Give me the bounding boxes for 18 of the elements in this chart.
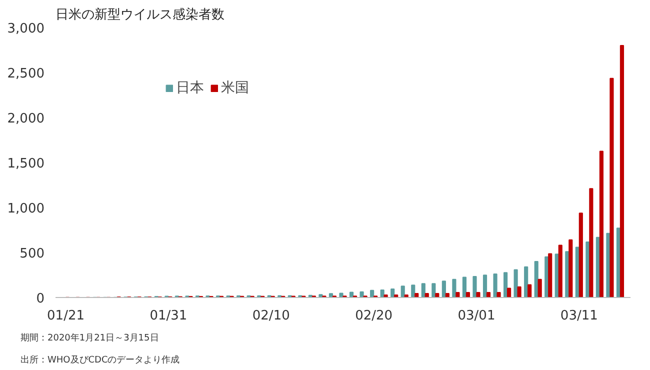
y-tick-label: 1,500 [7,156,44,172]
legend-label: 日本 [176,79,204,97]
x-tick-label: 01/21 [47,308,85,324]
y-tick-label: 3,000 [7,22,44,36]
y-tick-label: 0 [36,292,45,306]
x-tick-label: 03/01 [458,308,496,324]
x-tick-label: 02/20 [355,308,393,324]
x-tick-label: 03/11 [560,308,598,324]
y-tick-label: 2,000 [7,112,44,126]
x-tick-label: 01/31 [150,308,188,324]
y-tick-label: 2,500 [7,66,44,82]
text: 期間：2020年1月21日～3月15日 [20,332,159,344]
y-tick-label: 1,000 [7,202,44,216]
chart-title: 日米の新型ウイルス感染者数 [56,8,224,22]
y-tick-label: 500 [20,246,45,262]
legend-label: 米国 [221,79,249,97]
text: 出所：WHO及びCDCのデータより作成 [20,354,180,366]
x-tick-label: 02/10 [252,308,290,324]
